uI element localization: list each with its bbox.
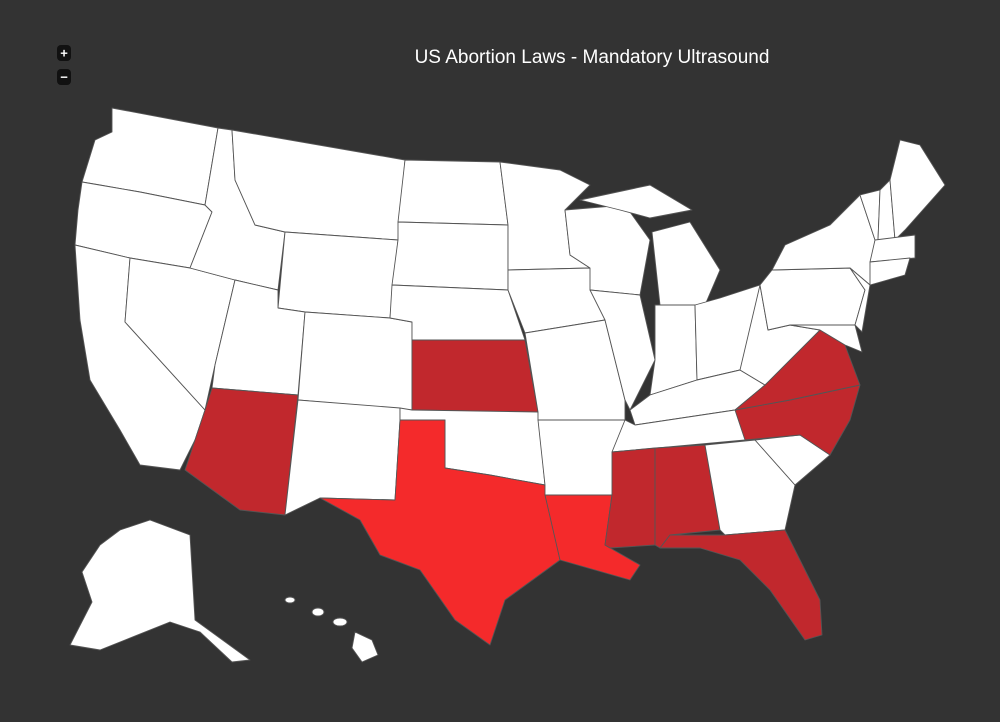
- island: [284, 596, 296, 604]
- island: [332, 617, 348, 627]
- states: [69, 107, 946, 663]
- zoom-out-label[interactable]: −: [60, 69, 68, 84]
- state: [297, 311, 413, 411]
- zoom-in-button[interactable]: +: [57, 45, 71, 61]
- state: [604, 447, 656, 549]
- zoom-in-bg[interactable]: [57, 45, 71, 61]
- state: [411, 339, 539, 413]
- zoom-out-bg[interactable]: [57, 69, 71, 85]
- state: [869, 257, 911, 286]
- zoom-out-button[interactable]: −: [57, 69, 71, 85]
- state: [184, 387, 299, 516]
- state: [284, 399, 401, 516]
- state: [319, 419, 561, 646]
- state: [397, 159, 509, 226]
- state: [69, 519, 251, 663]
- state: [789, 324, 863, 353]
- island: [311, 607, 325, 617]
- state: [391, 221, 509, 291]
- map-title: US Abortion Laws - Mandatory Ultrasound: [415, 47, 770, 68]
- state: [759, 267, 866, 331]
- state: [849, 267, 871, 333]
- state: [659, 529, 823, 641]
- state: [651, 221, 721, 306]
- island: [351, 631, 379, 663]
- state: [869, 234, 916, 263]
- state: [649, 304, 698, 396]
- state: [579, 184, 693, 219]
- zoom-in-label[interactable]: +: [60, 45, 68, 60]
- state: [277, 231, 399, 319]
